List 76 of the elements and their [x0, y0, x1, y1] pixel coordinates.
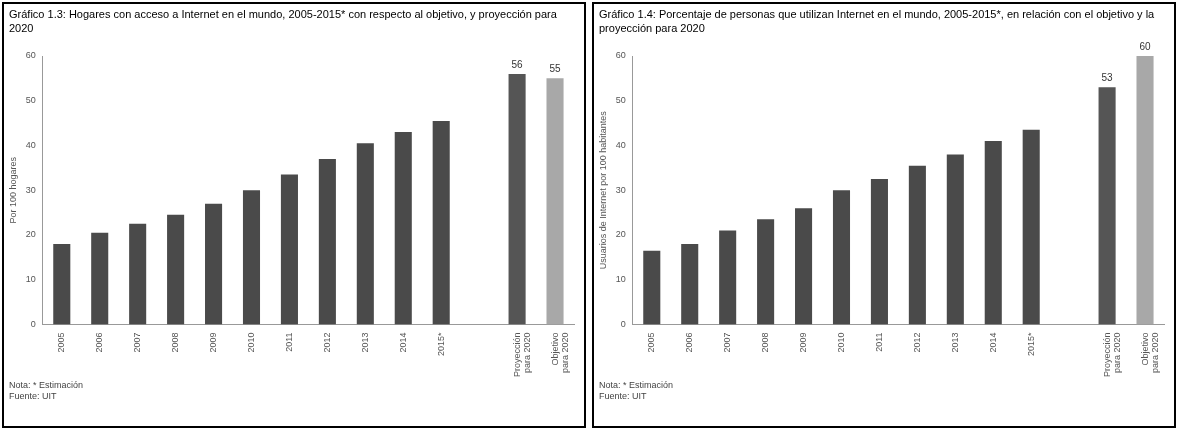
bar: [129, 223, 147, 325]
x-tick-label: 2012: [321, 332, 332, 353]
x-tick-label: 2008: [760, 332, 771, 353]
bar: [984, 141, 1002, 325]
y-axis-title: Por 100 hogares: [7, 156, 18, 224]
bar: [1022, 129, 1040, 325]
y-axis-title: Usuarios de Internet por 100 habitantes: [597, 110, 608, 270]
y-tick-label: 20: [25, 229, 36, 240]
bar: [280, 174, 298, 325]
text: Nota: * Estimación: [599, 380, 675, 391]
data-label: 53: [1101, 72, 1114, 84]
chart-title: Gráfico 1.4: Porcentaje de personas que utilizan Internet en el mundo, 2005-2015*, en relación con el objetivo y la proyección para 2020: [598, 7, 1156, 36]
y-tick-label: 30: [25, 184, 36, 195]
bar: [508, 73, 526, 325]
bar: [356, 143, 374, 325]
x-tick-label: 2014: [397, 332, 408, 353]
x-tick-label: Proyección para 2020: [511, 332, 533, 378]
source-note: Fuente: UIT: [599, 391, 648, 402]
bar: [53, 243, 71, 325]
text: Nota: * Estimación: [9, 380, 85, 391]
x-tick-label: 2007: [722, 332, 733, 353]
data-label: 56: [511, 58, 524, 70]
y-tick-label: 10: [615, 274, 626, 285]
x-tick-label: 2010: [835, 332, 846, 353]
x-tick-label: 2011: [283, 332, 294, 352]
y-tick-label: 20: [615, 229, 626, 240]
x-tick-label: 2007: [132, 332, 143, 353]
bar: [432, 120, 450, 325]
bar: [394, 132, 412, 325]
bar: [167, 214, 185, 325]
bar: [242, 190, 261, 325]
y-tick-label: 40: [25, 139, 36, 150]
bar: [643, 250, 661, 325]
y-tick-label: 50: [25, 95, 36, 106]
bar: [795, 208, 813, 325]
bar: [681, 243, 699, 325]
x-tick-label: 2011: [873, 332, 884, 352]
bar: [832, 190, 851, 325]
data-label: 55: [549, 63, 562, 75]
x-tick-label: 2005: [56, 332, 67, 353]
chart-title: Gráfico 1.3: Hogares con acceso a Internet en el mundo, 2005-2015* con respecto al objetivo, y proyección para 2020: [8, 7, 558, 36]
x-tick-label: 2009: [208, 332, 219, 353]
y-tick-label: 60: [615, 50, 626, 61]
bar: [719, 230, 737, 325]
bar: [1098, 87, 1116, 325]
x-tick-label: 2005: [646, 332, 657, 353]
x-tick-label: 2006: [684, 332, 695, 353]
x-tick-label: 2008: [170, 332, 181, 353]
x-tick-label: 2015*: [1025, 331, 1036, 357]
source-note: Fuente: UIT: [9, 391, 58, 402]
bar: [870, 179, 888, 325]
bar: [908, 165, 926, 325]
x-tick-label: 2010: [245, 332, 256, 353]
y-tick-label: 40: [615, 139, 626, 150]
y-tick-label: 50: [615, 95, 626, 106]
y-tick-label: 0: [620, 318, 626, 329]
x-tick-label: 2013: [949, 332, 960, 353]
bar: [946, 154, 964, 325]
bar: [757, 219, 775, 325]
data-label: 60: [1139, 40, 1152, 52]
bar: [318, 158, 336, 325]
bar: [546, 78, 564, 325]
x-tick-label: 2015*: [435, 331, 446, 357]
x-tick-label: Proyección para 2020: [1101, 332, 1123, 378]
x-tick-label: 2014: [987, 332, 998, 353]
x-tick-label: 2012: [911, 332, 922, 353]
y-tick-label: 60: [25, 50, 36, 61]
x-tick-label: 2009: [798, 332, 809, 353]
bar: [205, 203, 223, 325]
bar: [91, 232, 109, 325]
y-tick-label: 0: [30, 318, 36, 329]
x-tick-label: 2013: [359, 332, 370, 353]
bar: [1136, 56, 1154, 325]
x-tick-label: 2006: [94, 332, 105, 353]
y-tick-label: 10: [25, 274, 36, 285]
y-tick-label: 30: [615, 184, 626, 195]
